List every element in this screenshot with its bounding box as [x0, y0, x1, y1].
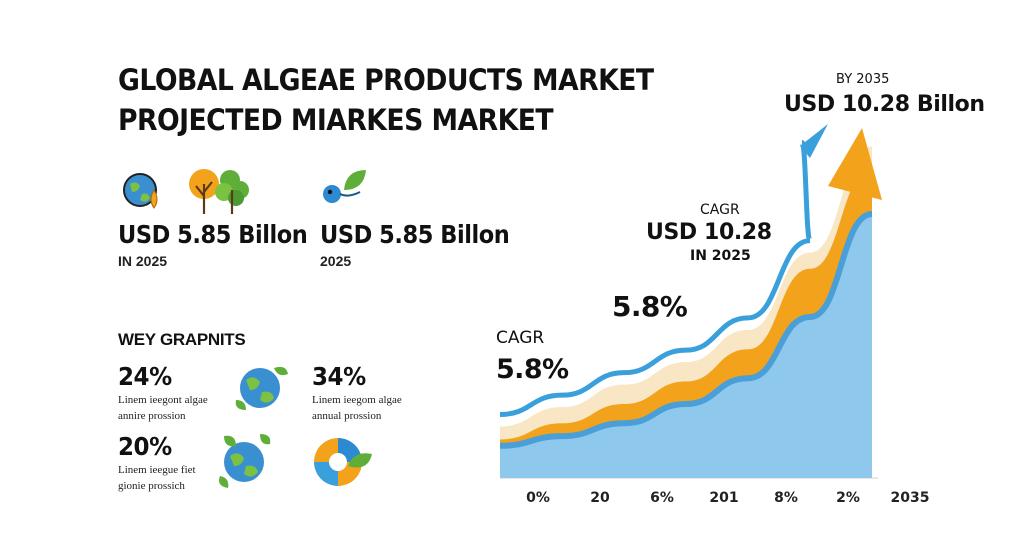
pie-leaf-icon [314, 438, 372, 486]
by-year-value: USD 10.28 Billon [784, 92, 985, 117]
key-point-1: 24% Linem ieegont algae annire prossion [118, 362, 208, 423]
stat-2025-b: USD 5.85 Billon 2025 [320, 220, 530, 269]
x-tick-label: 0% [526, 490, 550, 506]
cagr-top-year: IN 2025 [690, 248, 751, 264]
globe-drop-icon [123, 173, 158, 209]
title-line-2: PROJECTED MIARKES MARKET [118, 103, 554, 137]
key-point-pct: 20% [118, 432, 172, 461]
key-point-line2: annual prossion [312, 410, 382, 422]
x-tick-label: 201 [709, 490, 738, 506]
cagr-top-value: USD 10.28 [646, 220, 772, 245]
blue-area-edge [499, 211, 873, 449]
x-tick-label: 20 [590, 490, 610, 506]
earth-plant-icon [219, 434, 271, 488]
chart-title: GLOBAL ALGEAE PRODUCTS MARKET PROJECTED … [118, 60, 678, 140]
leaf-bird-icon [323, 170, 366, 203]
cream-band [500, 146, 872, 440]
orange-trend-arrowhead [828, 128, 882, 200]
x-tick-label: 2035 [891, 490, 930, 506]
earth-leaves-icon [235, 366, 288, 410]
stat-value: USD 5.85 Billon [320, 220, 510, 249]
stat-2025-a: USD 5.85 Billon IN 2025 [118, 220, 328, 269]
stat-sub: 2025 [320, 253, 352, 269]
key-point-2: 34% Linem ieegom algae annual prossion [312, 362, 402, 423]
cagr-left-label: CAGR [496, 328, 545, 348]
title-line-1: GLOBAL ALGEAE PRODUCTS MARKET [118, 63, 654, 97]
x-tick-label: 8% [774, 490, 798, 506]
trees-icon [189, 169, 249, 214]
by-year-label: BY 2035 [836, 72, 890, 87]
stat-value: USD 5.85 Billon [118, 220, 308, 249]
key-point-line2: gionie prossich [118, 480, 185, 492]
blue-trend-arrow-line [499, 139, 813, 417]
stat-sub: IN 2025 [118, 253, 168, 269]
blue-area-series [500, 214, 872, 479]
cagr-top-label: CAGR [700, 202, 740, 218]
key-point-3: 20% Linem ieegue fiet gionie prossich [118, 432, 196, 493]
mid-cagr-pct: 5.8% [612, 290, 688, 323]
key-point-line1: Linem ieegue fiet [118, 464, 196, 476]
blue-trend-arrowhead [800, 124, 828, 158]
orange-series-band [500, 168, 872, 446]
key-point-pct: 24% [118, 362, 172, 391]
cagr-left-value: 5.8% [496, 354, 569, 385]
key-point-line1: Linem ieegom algae [312, 394, 402, 406]
key-point-line2: annire prossion [118, 410, 186, 422]
x-tick-label: 2% [836, 490, 860, 506]
key-point-line1: Linem ieegont algae [118, 394, 208, 406]
key-point-pct: 34% [312, 362, 366, 391]
x-tick-label: 6% [650, 490, 674, 506]
key-points-heading: WEY GRAPNITS [118, 330, 246, 349]
